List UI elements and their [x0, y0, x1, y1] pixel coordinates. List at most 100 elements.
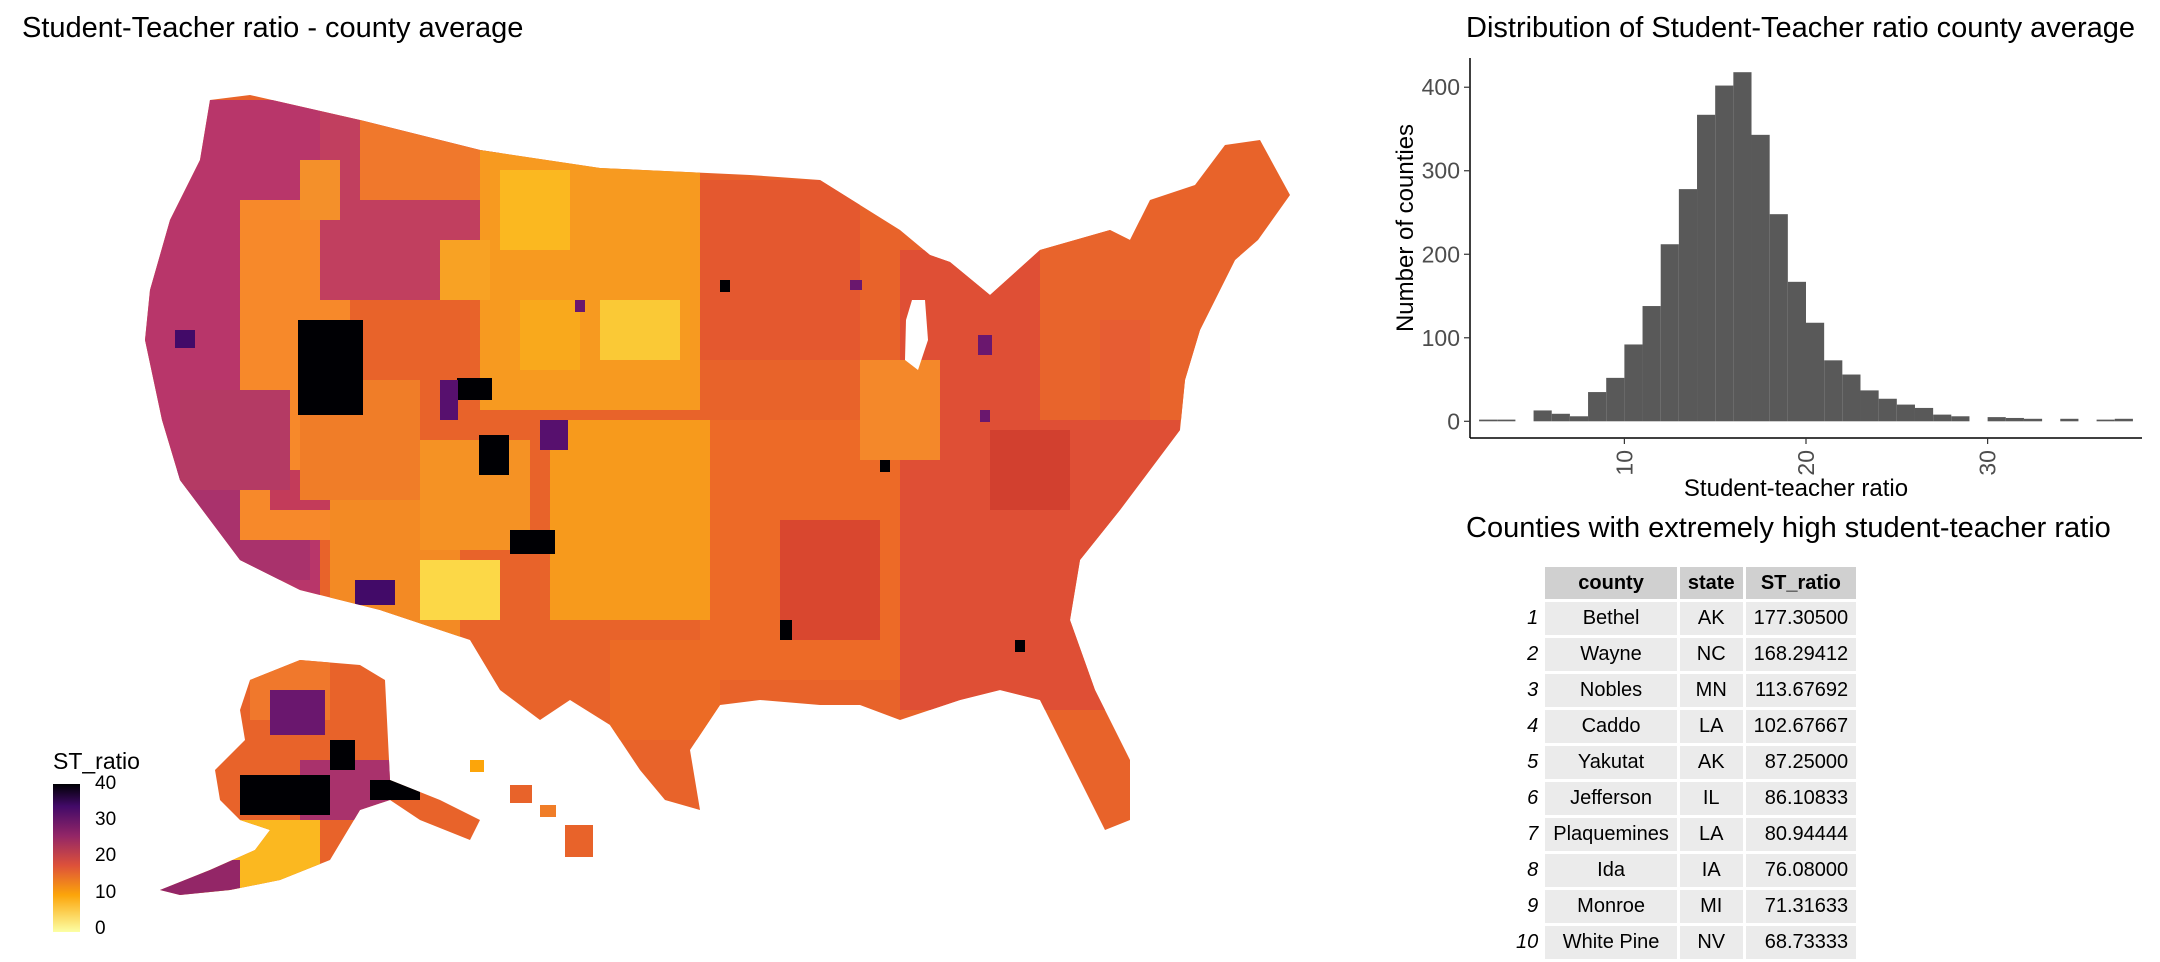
- histogram-bar: [1697, 114, 1716, 422]
- county-cell: Monroe: [1545, 890, 1677, 923]
- histogram-bar: [1751, 134, 1770, 422]
- table-row: 6 Jefferson IL 86.10833: [1508, 782, 1857, 815]
- table-row: 7 Plaquemines LA 80.94444: [1508, 818, 1857, 851]
- histogram-bar: [1497, 419, 1516, 422]
- county-cell: Ida: [1545, 854, 1677, 887]
- histogram-title: Distribution of Student-Teacher ratio co…: [1466, 12, 2135, 44]
- state-cell: LA: [1679, 818, 1743, 851]
- histogram-bar: [1806, 322, 1825, 422]
- ratio-cell: 71.31633: [1745, 890, 1857, 923]
- row-number: 3: [1527, 679, 1539, 701]
- county-cell: Yakutat: [1545, 746, 1677, 779]
- histogram-bar: [1479, 419, 1498, 422]
- row-number: 7: [1527, 823, 1539, 845]
- county-cell: Plaquemines: [1545, 818, 1677, 851]
- row-number: 6: [1527, 787, 1539, 809]
- histogram-bar: [1787, 281, 1806, 422]
- y-tick-label: 0: [1447, 408, 1460, 434]
- legend-tick: 10: [95, 882, 117, 903]
- row-number: 5: [1527, 751, 1539, 773]
- histogram-bar: [1715, 85, 1734, 422]
- histogram-bar: [1733, 72, 1752, 422]
- state-cell: MI: [1679, 890, 1743, 923]
- table-row: 9 Monroe MI 71.31633: [1508, 890, 1857, 923]
- ratio-cell: 87.25000: [1745, 746, 1857, 779]
- high-ratio-table: county state ST_ratio 1 Bethel AK 177.30500…: [1505, 564, 1859, 962]
- county-cell: White Pine: [1545, 926, 1677, 959]
- state-cell: NC: [1679, 638, 1743, 671]
- histogram-bar: [1588, 392, 1607, 422]
- y-tick-label: 300: [1422, 158, 1460, 184]
- state-cell: AK: [1679, 746, 1743, 779]
- row-number: 4: [1527, 715, 1539, 737]
- state-cell: LA: [1679, 710, 1743, 743]
- legend-tick: 30: [95, 809, 117, 830]
- table-row: 5 Yakutat AK 87.25000: [1508, 746, 1857, 779]
- state-cell: IA: [1679, 854, 1743, 887]
- table-row: 2 Wayne NC 168.29412: [1508, 638, 1857, 671]
- histogram-bar: [1878, 398, 1897, 422]
- histogram-bar: [1660, 244, 1679, 422]
- histogram-bar: [1987, 417, 2006, 422]
- map-title: Student-Teacher ratio - county average: [22, 12, 524, 44]
- color-legend: ST_ratio 40 30 20 10 0: [50, 748, 250, 948]
- column-header: ST_ratio: [1745, 567, 1857, 599]
- histogram-bar: [1678, 189, 1698, 422]
- x-axis-label: Student-teacher ratio: [1684, 475, 1908, 502]
- county-choropleth-map: [145, 95, 1290, 895]
- histogram-bar: [1914, 407, 1934, 422]
- table-row: 3 Nobles MN 113.67692: [1508, 674, 1857, 707]
- histogram-bar: [1533, 410, 1552, 422]
- x-tick-label: 20: [1793, 450, 1819, 476]
- ratio-cell: 113.67692: [1745, 674, 1857, 707]
- histogram-bar: [2096, 419, 2115, 422]
- table-header-row: county state ST_ratio: [1508, 567, 1857, 599]
- legend-tick: 0: [95, 918, 106, 939]
- legend-colorbar: [53, 784, 80, 932]
- row-number: 9: [1527, 895, 1539, 917]
- row-number: 1: [1527, 607, 1539, 629]
- y-axis-label: Number of counties: [1392, 124, 1419, 332]
- row-number: 2: [1527, 643, 1539, 665]
- ratio-cell: 86.10833: [1745, 782, 1857, 815]
- histogram-bar: [1769, 214, 1788, 422]
- column-header: state: [1679, 567, 1743, 599]
- histogram-chart: 0 100 200 300 400 10 20 30 Student-teacher ratio…: [1392, 58, 2142, 502]
- county-cell: Bethel: [1545, 602, 1677, 635]
- ratio-cell: 76.08000: [1745, 854, 1857, 887]
- state-cell: AK: [1679, 602, 1743, 635]
- histogram-bar: [1569, 416, 1589, 422]
- table-row: 4 Caddo LA 102.67667: [1508, 710, 1857, 743]
- y-tick-label: 400: [1422, 74, 1460, 100]
- row-number: 10: [1516, 931, 1539, 953]
- county-cell: Caddo: [1545, 710, 1677, 743]
- histogram-bar: [1642, 306, 1661, 422]
- state-cell: NV: [1679, 926, 1743, 959]
- histogram-bar: [1624, 344, 1643, 422]
- histogram-bar: [1551, 413, 1570, 422]
- histogram-bar: [1860, 390, 1879, 422]
- histogram-bar: [2023, 418, 2043, 422]
- histogram-bar: [1824, 360, 1843, 422]
- legend-tick: 40: [95, 773, 117, 794]
- column-header: county: [1545, 567, 1677, 599]
- hawaii-map: [470, 760, 593, 857]
- histogram-bar: [1951, 416, 1970, 422]
- y-tick-label: 100: [1422, 325, 1460, 351]
- y-tick-label: 200: [1422, 241, 1460, 267]
- ratio-cell: 102.67667: [1745, 710, 1857, 743]
- county-cell: Jefferson: [1545, 782, 1677, 815]
- row-number: 8: [1527, 859, 1539, 881]
- state-cell: IL: [1679, 782, 1743, 815]
- histogram-bar: [1842, 374, 1861, 422]
- ratio-cell: 168.29412: [1745, 638, 1857, 671]
- county-cell: Nobles: [1545, 674, 1677, 707]
- histogram-bar: [2114, 418, 2133, 422]
- table-row: 8 Ida IA 76.08000: [1508, 854, 1857, 887]
- table-row: 1 Bethel AK 177.30500: [1508, 602, 1857, 635]
- histogram-bar: [1933, 414, 1952, 422]
- legend-title: ST_ratio: [53, 748, 140, 774]
- state-cell: MN: [1679, 674, 1743, 707]
- ratio-cell: 80.94444: [1745, 818, 1857, 851]
- x-tick-label: 30: [1975, 450, 2001, 476]
